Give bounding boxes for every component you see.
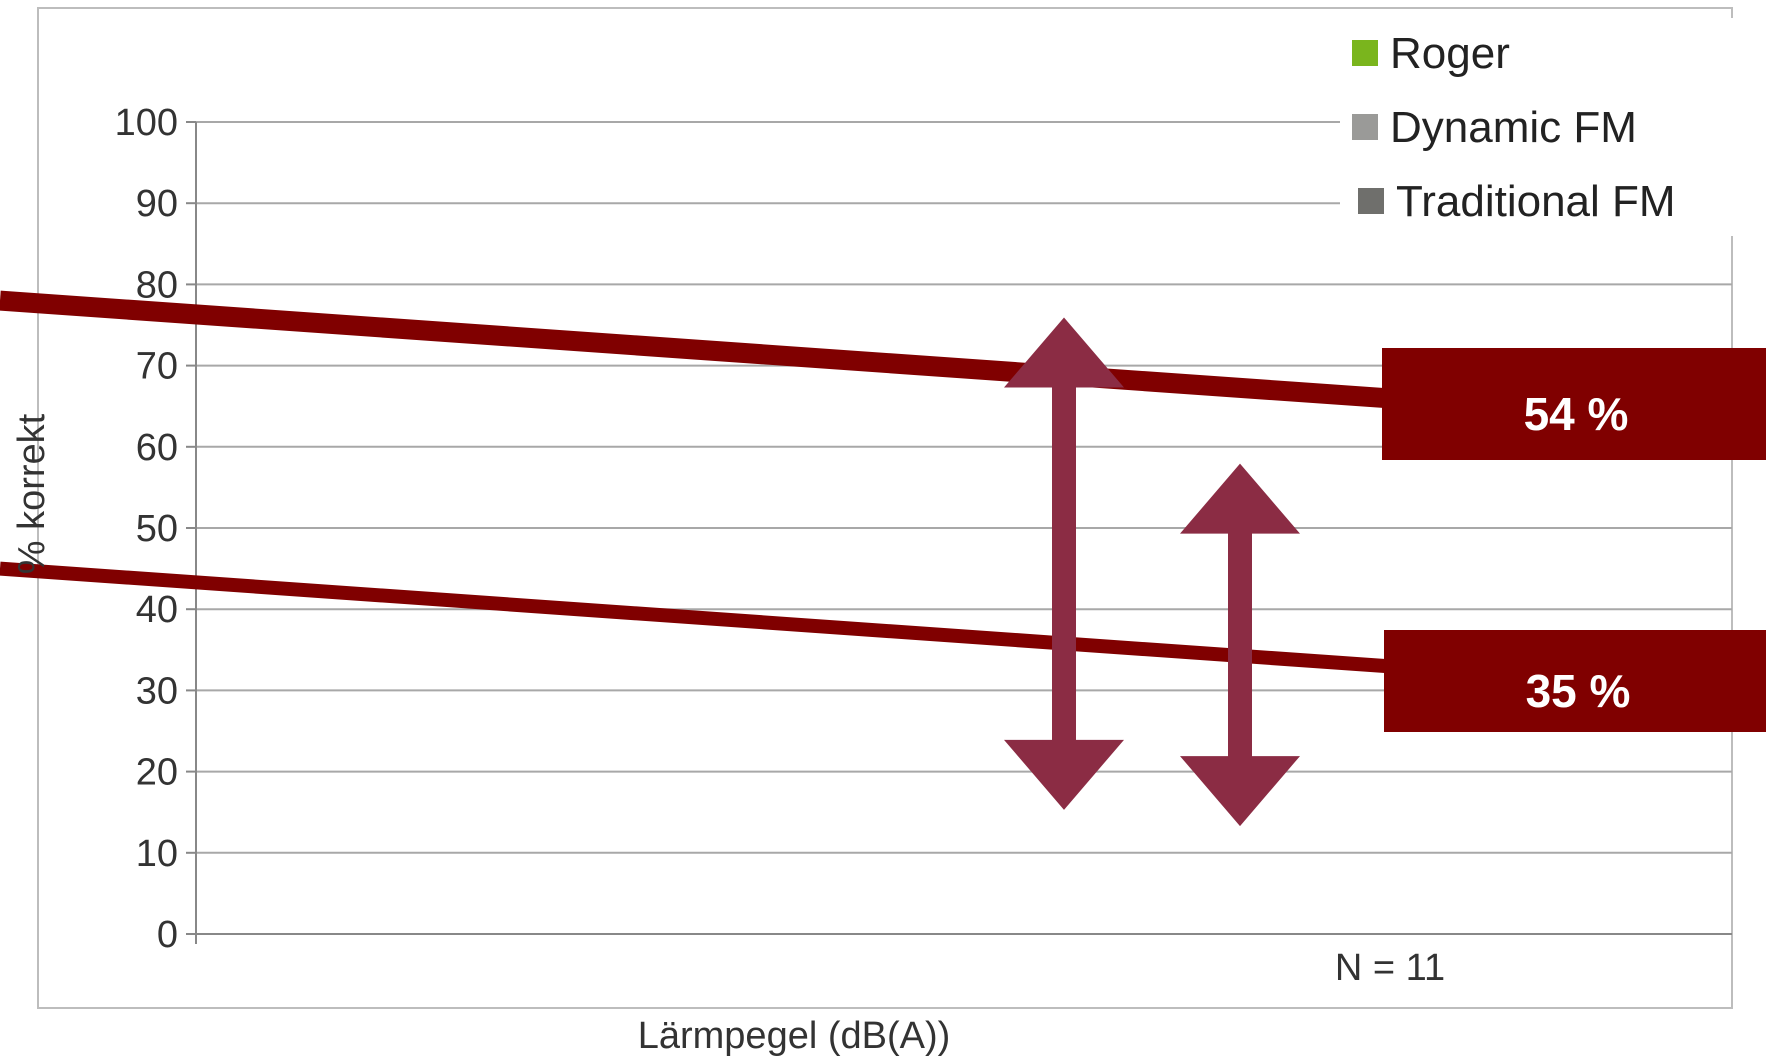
callout-label-2: 35 % [1526,665,1631,717]
y-tick-label: 40 [136,589,178,631]
y-tick-label: 60 [136,427,178,469]
y-tick-label: 90 [136,183,178,225]
sample-size-note: N = 11 [1335,947,1445,989]
legend-label: Roger [1390,29,1510,78]
y-tick-label: 50 [136,508,178,550]
legend-swatch [1352,114,1378,140]
legend-swatch [1352,40,1378,66]
y-tick-label: 30 [136,670,178,712]
y-tick-label: 80 [136,264,178,306]
y-tick-label: 70 [136,346,178,388]
legend-swatch [1358,188,1384,214]
legend: Roger Dynamic FM Traditional FM [1340,18,1740,236]
x-axis-title: Lärmpegel (dB(A)) [638,1015,951,1057]
y-tick-label: 0 [157,914,178,956]
y-tick-label: 10 [136,833,178,875]
callout-label-1: 54 % [1524,388,1629,440]
legend-label: Dynamic FM [1390,103,1637,152]
y-tick-label: 100 [115,102,178,144]
legend-label: Traditional FM [1396,177,1676,226]
y-axis-title: % korrekt [11,413,53,574]
y-tick-label: 20 [136,752,178,794]
